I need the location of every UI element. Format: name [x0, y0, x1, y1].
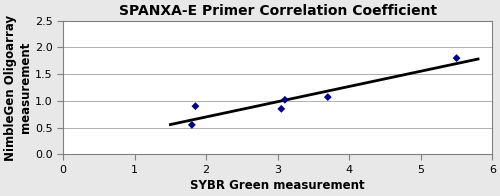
X-axis label: SYBR Green measurement: SYBR Green measurement: [190, 179, 365, 192]
Point: [281, 98, 289, 101]
Y-axis label: NimbleGen Oligoarray
measurement: NimbleGen Oligoarray measurement: [4, 15, 32, 161]
Point: [278, 107, 285, 110]
Title: SPANXA-E Primer Correlation Coefficient: SPANXA-E Primer Correlation Coefficient: [118, 4, 437, 18]
Point: [188, 123, 196, 126]
Point: [324, 95, 332, 99]
Point: [192, 105, 200, 108]
Point: [452, 56, 460, 60]
